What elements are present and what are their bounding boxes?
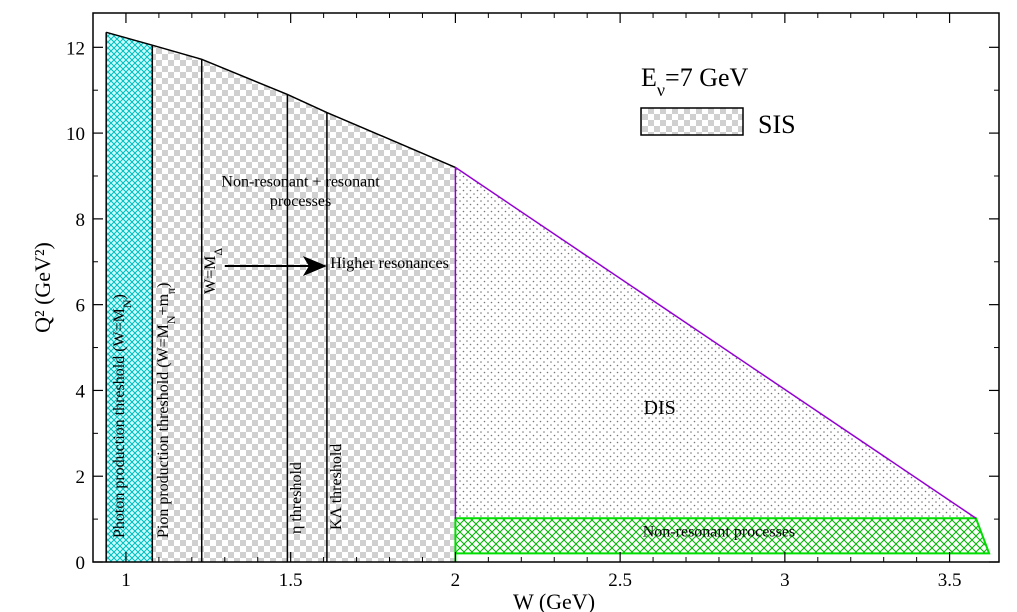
y-tick-label: 0: [76, 553, 86, 574]
y-tick-label: 8: [76, 210, 86, 231]
y-tick-label: 2: [76, 467, 86, 488]
x-tick-label: 2: [451, 570, 461, 591]
regions-layer: [106, 32, 991, 562]
klambda-threshold-label: KΛ threshold: [328, 444, 345, 530]
x-tick-label: 2.5: [608, 570, 632, 591]
legend: Eν=7 GeV SIS: [640, 63, 796, 139]
legend-swatch-sis: [640, 107, 744, 136]
y-axis-label: Q² (GeV²): [30, 242, 55, 333]
y-tick-label: 10: [66, 124, 85, 145]
legend-title: Eν=7 GeV: [641, 63, 749, 100]
annotation-2: processes: [270, 193, 331, 210]
dis-boundary-line: [454, 166, 977, 519]
pion-threshold-label: Pion production threshold (W=MN+mπ): [155, 283, 178, 538]
sis-region: [152, 45, 456, 562]
photon-threshold-label: Photon production threshold (W=MN): [111, 294, 134, 538]
eta-threshold-label: η threshold: [288, 462, 305, 534]
x-axis-label: W (GeV): [513, 589, 595, 612]
lines-layer: [105, 31, 977, 562]
annotation-3: Higher resonances: [330, 255, 449, 272]
annotation-5: Non-resonant processes: [643, 523, 795, 540]
annotation-4: DIS: [644, 397, 676, 419]
delta-threshold-label: W=MΔ: [202, 248, 225, 294]
y-tick-label: 6: [76, 296, 86, 317]
upper-boundary-line: [105, 31, 456, 169]
annotation-1: Non-resonant + resonant: [221, 174, 380, 191]
x-tick-label: 3.5: [938, 570, 962, 591]
photon-region: [106, 32, 153, 562]
x-tick-label: 1.5: [279, 570, 303, 591]
legend-entry-sis: SIS: [758, 110, 796, 139]
y-tick-label: 4: [76, 381, 86, 402]
x-tick-label: 3: [780, 570, 790, 591]
x-tick-label: 1: [121, 570, 131, 591]
y-tick-label: 12: [66, 38, 85, 59]
axes-layer: 1 1.5 2 2.5 3 3.5 0 2 4 6 8 10 12 W (GeV) Q² (GeV²): [30, 12, 1000, 612]
plot-frame: [92, 12, 1000, 563]
annotations-layer: Photon production threshold (W=MN) Pion p…: [111, 174, 795, 541]
